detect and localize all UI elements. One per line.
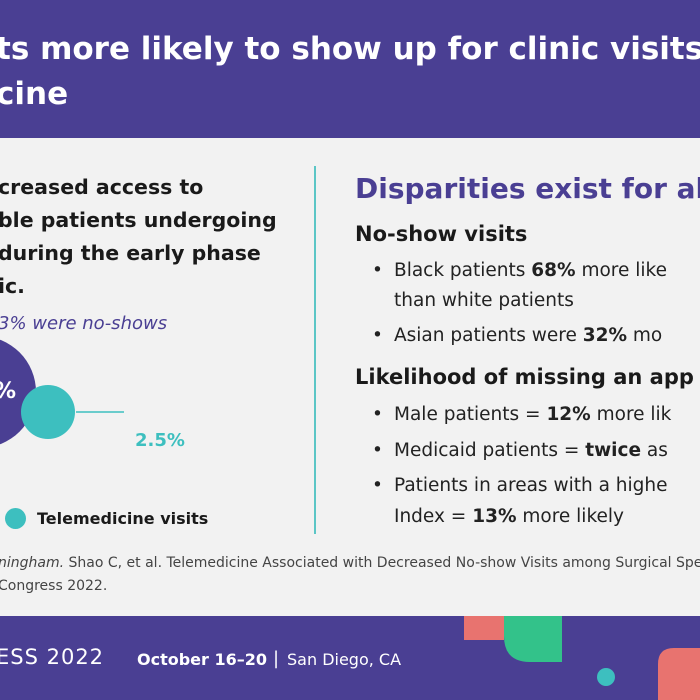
lead-statement: creased access to ble patients undergoin…	[0, 171, 308, 303]
bullet-dot: •	[372, 260, 383, 281]
footer-dates: October 16–20	[137, 650, 268, 669]
content-card: creased access to ble patients undergoin…	[0, 138, 700, 616]
bullet-emphasis: 13%	[472, 506, 517, 527]
telemedicine-bubble	[21, 385, 75, 439]
bullet-text: Index =	[394, 506, 473, 527]
bullet-emphasis: 68%	[531, 260, 576, 281]
footer-separator: |	[273, 648, 280, 669]
lead-line-3: during the early phase	[0, 241, 261, 265]
column-divider	[314, 166, 316, 534]
bullet-text: Male patients =	[394, 404, 547, 425]
noshow-note: 3% were no-shows	[0, 313, 168, 334]
legend-label-telemedicine: Telemedicine visits	[37, 509, 209, 528]
title-banner: ts more likely to show up for clinic vis…	[0, 0, 700, 138]
bullet-emphasis: 32%	[582, 325, 627, 346]
bullet-text: more likely	[516, 506, 624, 527]
green-leaf-shape	[504, 616, 562, 662]
disparities-heading: Disparities exist for al	[355, 172, 700, 205]
coral-corner-shape	[658, 648, 700, 700]
bullet-text: mo	[627, 325, 663, 346]
page-title-line-1: ts more likely to show up for clinic vis…	[0, 31, 700, 67]
telemedicine-value: 2.5%	[135, 430, 185, 451]
page-title-line-2: cine	[0, 76, 69, 112]
citation-line-2: Congress 2022.	[0, 578, 108, 594]
bullet-text: Black patients	[394, 260, 532, 281]
bullet-text: Medicaid patients =	[394, 440, 586, 461]
section-noshow-title: No-show visits	[355, 222, 528, 246]
bullet-text: Asian patients were	[394, 325, 583, 346]
legend-swatch	[5, 508, 26, 529]
citation-line-1: ningham. Shao C, et al. Telemedicine Ass…	[0, 552, 700, 575]
noshow-bubble-chart	[0, 339, 124, 445]
bullet-text: more lik	[590, 404, 672, 425]
coral-block	[464, 616, 504, 640]
section-missing-title: Likelihood of missing an app	[355, 365, 694, 389]
bullet-text: more like	[575, 260, 667, 281]
footer-location: San Diego, CA	[287, 650, 402, 669]
lead-line-4: ic.	[0, 274, 25, 298]
bullet-dot: •	[372, 404, 383, 425]
bullet-text: as	[641, 440, 668, 461]
teal-dot	[597, 668, 615, 686]
bullet-text: than white patients	[394, 290, 574, 311]
bullet-text: Patients in areas with a highe	[394, 475, 668, 496]
lead-line-1: creased access to	[0, 175, 204, 199]
bullet-dot: •	[372, 475, 383, 496]
citation-text: Shao C, et al. Telemedicine Associated w…	[64, 555, 700, 571]
citation: ningham. Shao C, et al. Telemedicine Ass…	[0, 552, 700, 598]
in-person-value: %	[0, 379, 16, 404]
bullet-emphasis: 12%	[546, 404, 591, 425]
bullet-dot: •	[372, 440, 383, 461]
bullet-emphasis: twice	[585, 440, 642, 461]
bullet-dot: •	[372, 325, 383, 346]
citation-author: ningham.	[0, 555, 65, 571]
footer-congress-name: ESS 2022	[0, 645, 105, 669]
lead-line-2: ble patients undergoing	[0, 208, 277, 232]
